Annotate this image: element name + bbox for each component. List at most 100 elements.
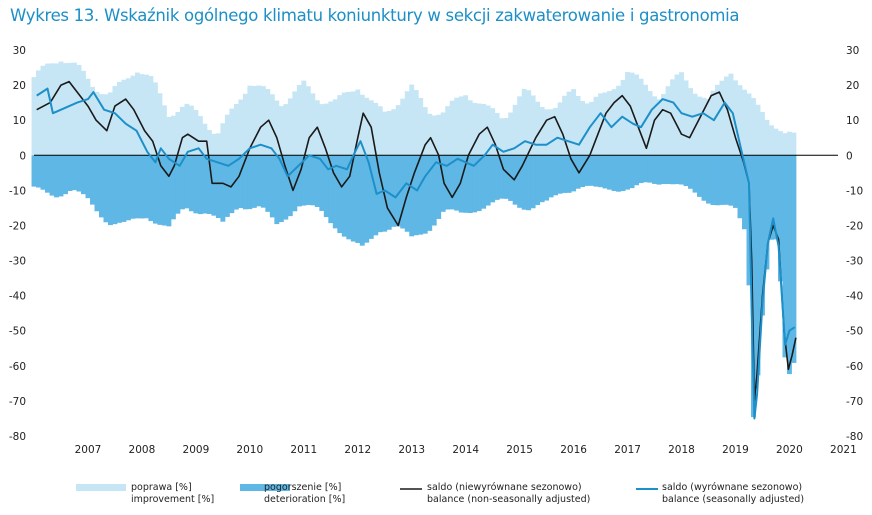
bar-improvement xyxy=(427,113,433,156)
bar-deterioration xyxy=(364,155,370,243)
bar-deterioration xyxy=(467,155,473,214)
y-tick-label: -30 xyxy=(846,256,863,268)
bar-improvement xyxy=(170,115,176,156)
bar-improvement xyxy=(566,91,572,156)
bar-deterioration xyxy=(391,155,397,227)
bar-deterioration xyxy=(566,155,572,193)
bar-deterioration xyxy=(220,155,226,222)
bar-improvement xyxy=(107,92,113,156)
bar-deterioration xyxy=(440,155,446,212)
bar-improvement xyxy=(791,132,797,156)
x-tick-label: 2018 xyxy=(668,444,695,456)
y-tick-label: 10 xyxy=(13,115,26,127)
y-tick-label: -40 xyxy=(846,291,863,303)
bar-deterioration xyxy=(400,155,406,229)
bar-improvement xyxy=(395,105,401,156)
bar-improvement xyxy=(472,102,478,156)
bar-improvement xyxy=(467,100,473,156)
bar-deterioration xyxy=(184,155,190,209)
bar-improvement xyxy=(777,131,783,156)
bar-deterioration xyxy=(485,155,491,206)
bar-deterioration xyxy=(251,155,257,208)
bar-deterioration xyxy=(319,155,325,211)
bar-deterioration xyxy=(643,155,648,183)
bar-deterioration xyxy=(625,155,631,190)
bar-improvement xyxy=(287,98,293,156)
legend-swatch-deterioration xyxy=(240,484,290,491)
bar-deterioration xyxy=(751,155,756,418)
bar-improvement xyxy=(112,85,118,156)
bar-improvement xyxy=(179,106,185,156)
bar-improvement xyxy=(373,102,379,156)
bar-improvement xyxy=(674,74,680,156)
bar-improvement xyxy=(786,131,792,156)
bar-improvement xyxy=(449,100,455,156)
bar-improvement xyxy=(602,92,608,156)
bar-deterioration xyxy=(719,155,725,205)
bar-deterioration xyxy=(647,155,653,183)
bar-deterioration xyxy=(670,155,675,185)
deterioration-bars xyxy=(31,155,797,418)
bar-improvement xyxy=(260,86,266,156)
bar-improvement xyxy=(148,76,154,156)
bar-deterioration xyxy=(786,155,792,375)
bar-improvement xyxy=(476,103,482,156)
bar-deterioration xyxy=(530,155,536,209)
bar-improvement xyxy=(418,97,424,156)
bar-improvement xyxy=(494,112,500,156)
bar-deterioration xyxy=(593,155,599,187)
bar-deterioration xyxy=(472,155,478,213)
bar-improvement xyxy=(323,103,329,156)
bar-deterioration xyxy=(166,155,172,227)
x-axis: 2007 2008 2009 2010 2011 2012 2013 2014 2015 2016… xyxy=(75,444,857,456)
bar-improvement xyxy=(63,63,68,156)
x-tick-label: 2017 xyxy=(614,444,641,456)
bar-deterioration xyxy=(508,155,514,201)
bar-improvement xyxy=(242,93,248,156)
bar-deterioration xyxy=(634,155,639,186)
bar-improvement xyxy=(134,72,140,156)
bar-deterioration xyxy=(368,155,374,239)
bar-deterioration xyxy=(616,155,622,192)
bar-deterioration xyxy=(706,155,711,204)
bar-deterioration xyxy=(724,155,729,205)
bar-deterioration xyxy=(215,155,221,219)
bar-deterioration xyxy=(683,155,689,187)
bar-deterioration xyxy=(314,155,320,207)
bar-deterioration xyxy=(733,155,738,208)
bar-improvement xyxy=(458,96,464,156)
legend-label-nsa-en: balance (non-seasonally adjusted) xyxy=(427,494,590,505)
bar-improvement xyxy=(715,84,720,156)
bar-improvement xyxy=(359,94,365,156)
bar-deterioration xyxy=(247,155,253,210)
bar-improvement xyxy=(665,86,671,156)
bar-improvement xyxy=(539,107,545,156)
bar-improvement xyxy=(688,88,693,156)
bar-improvement xyxy=(350,91,356,156)
bar-improvement xyxy=(58,61,64,156)
bar-deterioration xyxy=(148,155,154,222)
bar-deterioration xyxy=(535,155,541,205)
bar-improvement xyxy=(553,107,559,156)
bar-deterioration xyxy=(589,155,595,186)
bar-deterioration xyxy=(665,155,671,185)
bar-improvement xyxy=(305,86,311,156)
legend-label-improvement-en: improvement [%] xyxy=(131,494,214,505)
bar-improvement xyxy=(31,77,37,156)
y-tick-label: -80 xyxy=(9,431,26,443)
y-tick-label: 0 xyxy=(846,150,853,162)
bar-deterioration xyxy=(188,155,194,212)
bar-improvement xyxy=(341,92,347,156)
y-tick-label: 10 xyxy=(846,115,859,127)
bar-improvement xyxy=(697,96,702,156)
bar-improvement xyxy=(611,89,617,156)
y-axis-right: 30 20 10 0 -10 -20 -30 -40 -50 -60 -70 -80 xyxy=(846,45,863,443)
bar-deterioration xyxy=(728,155,734,206)
bar-deterioration xyxy=(112,155,118,225)
bar-improvement xyxy=(598,93,604,156)
bar-improvement xyxy=(283,104,289,156)
bar-deterioration xyxy=(769,155,774,240)
x-tick-label: 2019 xyxy=(722,444,749,456)
bar-improvement xyxy=(121,79,127,156)
bar-deterioration xyxy=(557,155,563,194)
